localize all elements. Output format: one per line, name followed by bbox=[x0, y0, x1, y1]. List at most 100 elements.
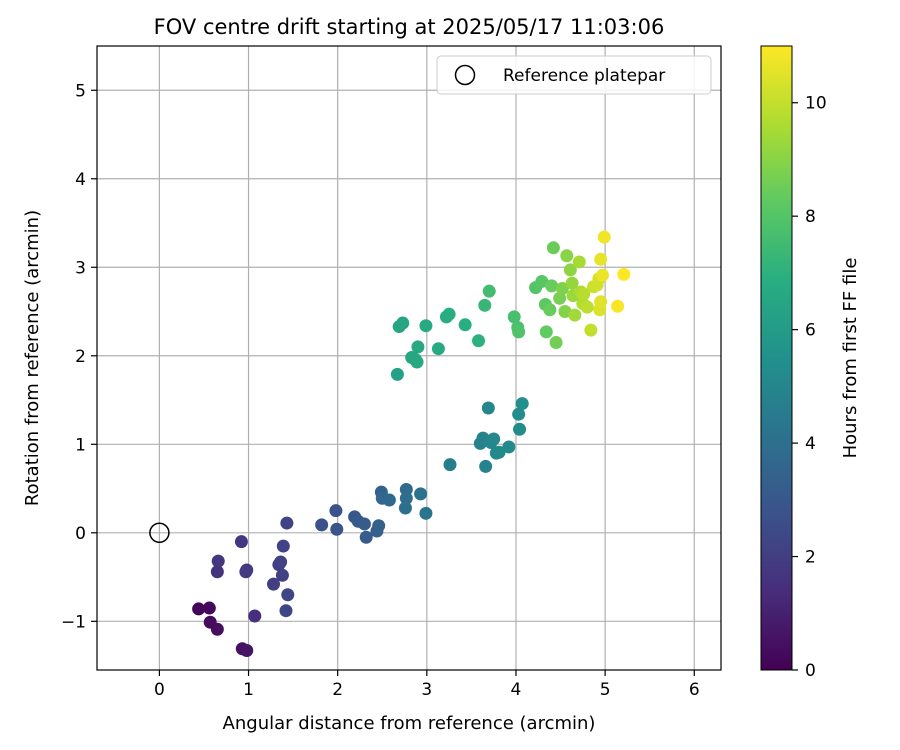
x-tick-label: 1 bbox=[243, 680, 254, 700]
data-point bbox=[431, 342, 445, 356]
data-point bbox=[442, 307, 456, 321]
data-point bbox=[281, 588, 295, 602]
data-point bbox=[594, 252, 608, 266]
y-tick-label: 1 bbox=[75, 435, 86, 455]
data-point bbox=[539, 325, 553, 339]
data-point bbox=[535, 274, 549, 288]
data-point bbox=[553, 291, 567, 305]
data-point bbox=[563, 263, 577, 277]
data-point bbox=[275, 568, 289, 582]
data-point bbox=[210, 622, 224, 636]
x-tick-label: 5 bbox=[600, 680, 611, 700]
data-point bbox=[513, 422, 527, 436]
data-point bbox=[414, 487, 428, 501]
data-point bbox=[577, 287, 591, 301]
data-point bbox=[543, 303, 557, 317]
data-point bbox=[546, 241, 560, 255]
colorbar-tick-label: 4 bbox=[805, 434, 816, 454]
data-point bbox=[478, 298, 492, 312]
data-point bbox=[248, 609, 262, 623]
data-point bbox=[549, 336, 563, 350]
legend-box bbox=[436, 55, 712, 95]
data-point bbox=[584, 323, 598, 337]
x-tick-label: 2 bbox=[332, 680, 343, 700]
data-point bbox=[276, 539, 290, 553]
data-point bbox=[419, 506, 433, 520]
data-points bbox=[192, 230, 631, 658]
data-point bbox=[481, 401, 495, 415]
data-point bbox=[565, 276, 579, 290]
reference-platepar-marker bbox=[149, 522, 170, 544]
legend-reference-marker bbox=[454, 64, 476, 86]
plot-frame bbox=[96, 45, 722, 671]
legend-entry-reference-platepar: Reference platepar bbox=[503, 66, 665, 86]
data-point bbox=[482, 284, 496, 298]
data-point bbox=[274, 555, 288, 569]
y-tick-label: 0 bbox=[75, 524, 86, 544]
data-point bbox=[315, 518, 329, 532]
data-point bbox=[597, 230, 611, 244]
data-point bbox=[234, 535, 248, 549]
data-point bbox=[267, 577, 281, 591]
x-axis-label: Angular distance from reference (arcmin) bbox=[223, 713, 596, 734]
data-point bbox=[580, 300, 594, 314]
data-point bbox=[515, 397, 529, 411]
y-axis-label: Rotation from reference (arcmin) bbox=[22, 210, 43, 506]
data-point bbox=[211, 554, 225, 568]
data-point bbox=[280, 516, 294, 530]
data-point bbox=[472, 334, 486, 348]
data-point bbox=[568, 308, 582, 322]
data-point bbox=[372, 519, 386, 533]
data-point bbox=[572, 255, 586, 269]
data-point bbox=[595, 268, 609, 282]
data-point bbox=[545, 279, 559, 293]
legend: Reference platepar bbox=[436, 55, 712, 95]
data-point bbox=[487, 432, 501, 446]
data-point bbox=[594, 295, 608, 309]
data-point bbox=[396, 316, 410, 330]
data-point bbox=[330, 522, 344, 536]
data-point bbox=[382, 493, 396, 507]
data-point bbox=[329, 504, 343, 518]
data-point bbox=[357, 517, 371, 531]
data-point bbox=[617, 267, 631, 281]
data-point bbox=[390, 367, 404, 381]
x-tick-label: 0 bbox=[154, 680, 165, 700]
data-point bbox=[240, 644, 254, 658]
colorbar-tick-label: 0 bbox=[805, 661, 816, 681]
data-point bbox=[419, 319, 433, 333]
x-tick-label: 3 bbox=[421, 680, 432, 700]
colorbar-tick-label: 8 bbox=[805, 207, 816, 227]
colorbar-tick-label: 6 bbox=[805, 321, 816, 341]
data-point bbox=[492, 445, 506, 459]
y-tick-label: 5 bbox=[75, 81, 86, 101]
y-tick-label: 2 bbox=[75, 347, 86, 367]
colorbar-tick-label: 10 bbox=[805, 94, 827, 114]
data-point bbox=[398, 501, 412, 515]
data-point bbox=[611, 299, 625, 313]
colorbar-label: Hours from first FF file bbox=[840, 258, 861, 459]
x-tick-label: 6 bbox=[689, 680, 700, 700]
data-point bbox=[399, 491, 413, 505]
data-point bbox=[555, 282, 569, 296]
colorbar-ticks: 0 2 4 6 8 10 bbox=[792, 94, 827, 681]
colorbar-gradient bbox=[760, 45, 793, 671]
data-point bbox=[210, 565, 224, 579]
data-point bbox=[359, 530, 373, 544]
y-tick-label: −1 bbox=[61, 612, 86, 632]
y-tick-label: 4 bbox=[75, 170, 86, 190]
data-point bbox=[512, 407, 526, 421]
data-point bbox=[202, 601, 216, 615]
x-axis-ticks: 0 1 2 3 4 5 6 bbox=[154, 670, 700, 700]
x-tick-label: 4 bbox=[511, 680, 522, 700]
data-point bbox=[240, 563, 254, 577]
data-point bbox=[507, 310, 521, 324]
y-axis-ticks: −1 0 1 2 3 4 5 bbox=[61, 81, 97, 632]
data-point bbox=[558, 305, 572, 319]
data-point bbox=[410, 355, 424, 369]
data-point bbox=[411, 340, 425, 354]
data-point bbox=[443, 458, 457, 472]
data-point bbox=[479, 459, 493, 473]
data-point bbox=[458, 318, 472, 332]
